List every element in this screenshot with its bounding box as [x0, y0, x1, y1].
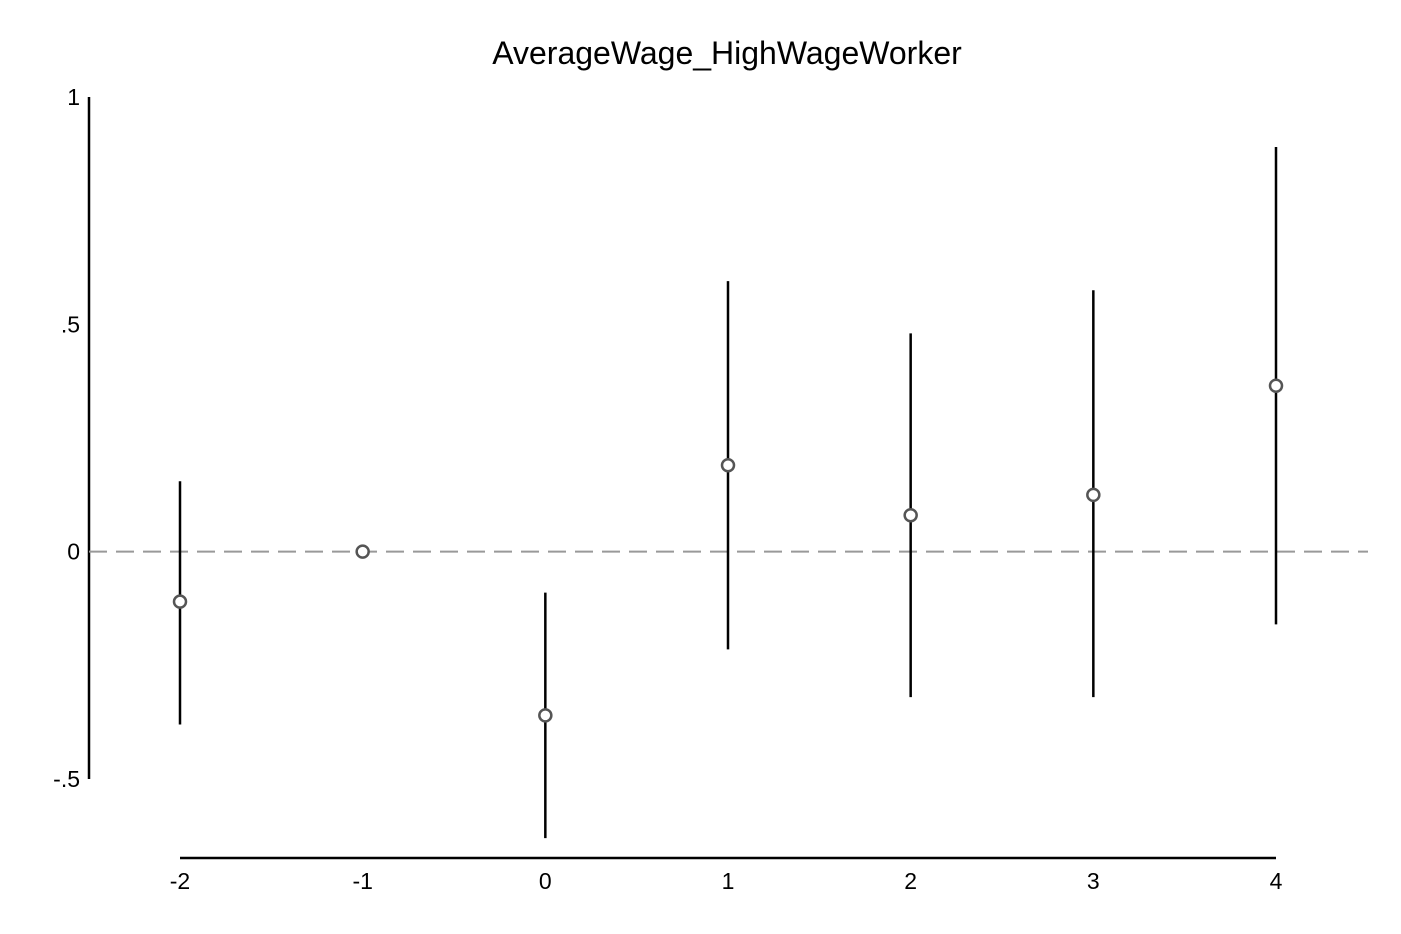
x-tick-label: 3 [1087, 868, 1100, 894]
y-tick-label: 1 [67, 84, 80, 110]
y-tick-label: 0 [67, 539, 80, 565]
x-tick-label: 4 [1270, 868, 1283, 894]
confidence-intervals [178, 147, 1278, 839]
point-estimate [538, 708, 553, 723]
point-estimate [172, 594, 188, 609]
x-tick-label: 1 [722, 868, 735, 894]
point-estimate [1086, 487, 1101, 503]
x-tick-label: -1 [352, 868, 372, 894]
chart-title: AverageWage_HighWageWorker [492, 35, 962, 71]
y-tick-label: .5 [61, 311, 80, 337]
point-estimates [172, 378, 1284, 723]
point-estimate [355, 544, 370, 559]
y-tick-label: -.5 [53, 766, 80, 792]
x-tick-labels: -2 -1 0 1 2 3 4 [170, 868, 1283, 894]
x-tick-label: -2 [170, 868, 190, 894]
x-tick-label: 2 [904, 868, 917, 894]
point-estimate [1268, 378, 1284, 393]
x-tick-label: 0 [539, 868, 552, 894]
y-tick-labels: 1 .5 0 -.5 [53, 84, 80, 792]
point-estimate [720, 458, 736, 473]
point-estimate [903, 508, 918, 523]
